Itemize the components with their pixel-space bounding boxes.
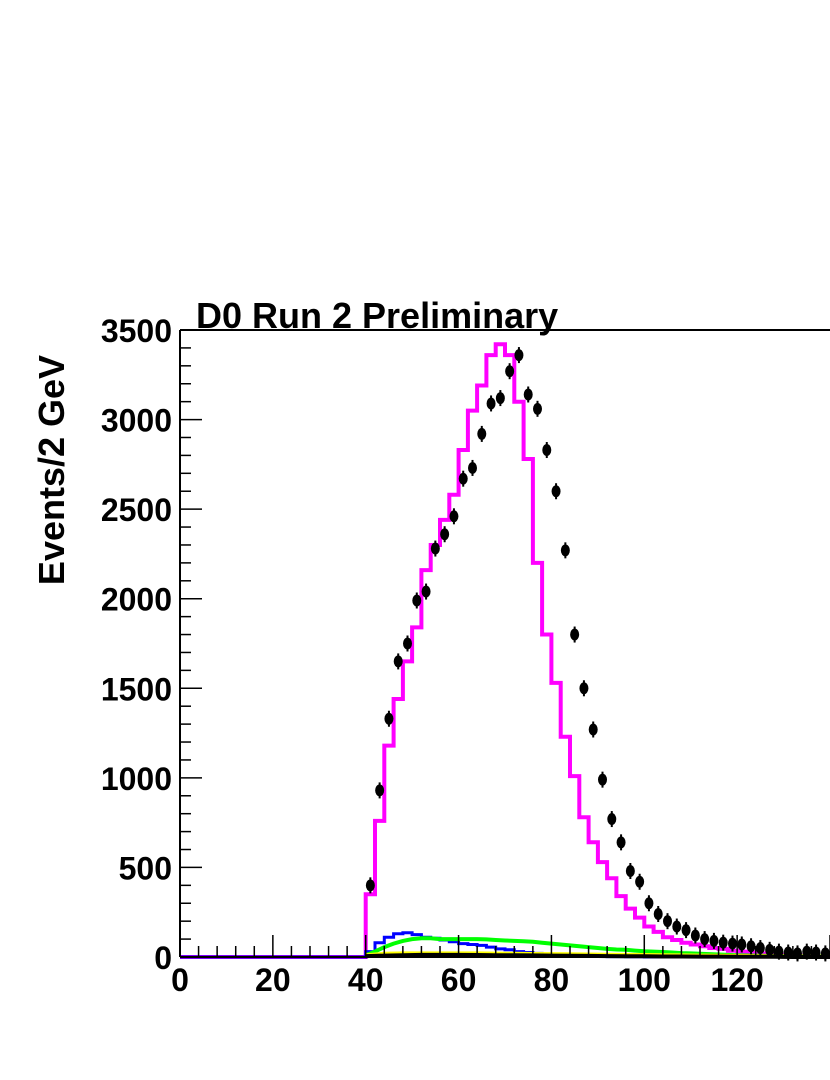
data-point bbox=[551, 485, 561, 498]
data-point bbox=[421, 585, 431, 598]
data-point bbox=[365, 879, 375, 892]
x-tick-label: 40 bbox=[348, 962, 384, 998]
data-point bbox=[728, 937, 737, 950]
data-point bbox=[449, 510, 459, 523]
data-point bbox=[663, 915, 672, 928]
data-point bbox=[625, 865, 635, 878]
data-point bbox=[533, 402, 542, 415]
y-tick-label: 3000 bbox=[101, 403, 172, 439]
x-tick-label: 80 bbox=[534, 962, 570, 998]
data-point bbox=[570, 628, 580, 641]
data-point bbox=[746, 940, 756, 953]
data-point bbox=[644, 897, 654, 910]
data-point bbox=[458, 472, 468, 485]
y-tick-label: 2500 bbox=[101, 492, 172, 528]
data-point bbox=[598, 773, 607, 786]
series-layer bbox=[180, 342, 830, 962]
data-point bbox=[737, 938, 747, 951]
y-tick-label: 2000 bbox=[101, 582, 172, 618]
series-step-line-0 bbox=[180, 342, 830, 959]
data-point bbox=[635, 875, 645, 888]
y-axis-label: Events/2 GeV bbox=[31, 355, 72, 585]
data-point bbox=[811, 946, 821, 959]
data-point bbox=[774, 945, 784, 958]
x-tick-label: 120 bbox=[710, 962, 763, 998]
data-point bbox=[588, 723, 598, 736]
data-point bbox=[523, 388, 533, 401]
data-point bbox=[486, 397, 496, 410]
data-point bbox=[802, 945, 812, 958]
data-point bbox=[477, 427, 487, 440]
data-point bbox=[412, 594, 422, 607]
data-point bbox=[579, 682, 589, 695]
data-point bbox=[514, 349, 524, 362]
data-point bbox=[765, 943, 775, 956]
data-point bbox=[393, 655, 403, 668]
data-point bbox=[690, 929, 700, 942]
axes-layer: 0 500 1000 1500 2000 2500 3000 3500 0 20 40 60 80 100… bbox=[101, 313, 830, 998]
data-point bbox=[468, 461, 477, 474]
data-point bbox=[653, 908, 663, 921]
data-point bbox=[616, 836, 626, 849]
data-point bbox=[375, 784, 385, 797]
data-point bbox=[542, 444, 552, 457]
y-tick-label: 3500 bbox=[101, 313, 172, 349]
data-point bbox=[384, 712, 394, 725]
y-tick-label: 0 bbox=[154, 940, 172, 976]
y-tick-label: 1000 bbox=[101, 761, 172, 797]
data-point bbox=[403, 637, 412, 650]
data-point bbox=[430, 542, 440, 555]
data-point bbox=[495, 392, 505, 405]
data-point bbox=[672, 920, 682, 933]
x-tick-label: 0 bbox=[171, 962, 189, 998]
data-point bbox=[700, 933, 710, 946]
data-point bbox=[709, 934, 719, 947]
data-point bbox=[560, 544, 570, 557]
x-tick-label: 60 bbox=[441, 962, 477, 998]
data-point bbox=[755, 942, 765, 955]
y-tick-label: 500 bbox=[119, 850, 172, 886]
data-point bbox=[681, 924, 691, 937]
x-tick-label: 100 bbox=[618, 962, 671, 998]
data-point bbox=[783, 946, 793, 959]
x-tick-label: 20 bbox=[255, 962, 291, 998]
data-point bbox=[607, 813, 617, 826]
data-point bbox=[505, 365, 515, 378]
data-point bbox=[718, 936, 728, 949]
data-point bbox=[440, 528, 450, 541]
y-tick-label: 1500 bbox=[101, 671, 172, 707]
